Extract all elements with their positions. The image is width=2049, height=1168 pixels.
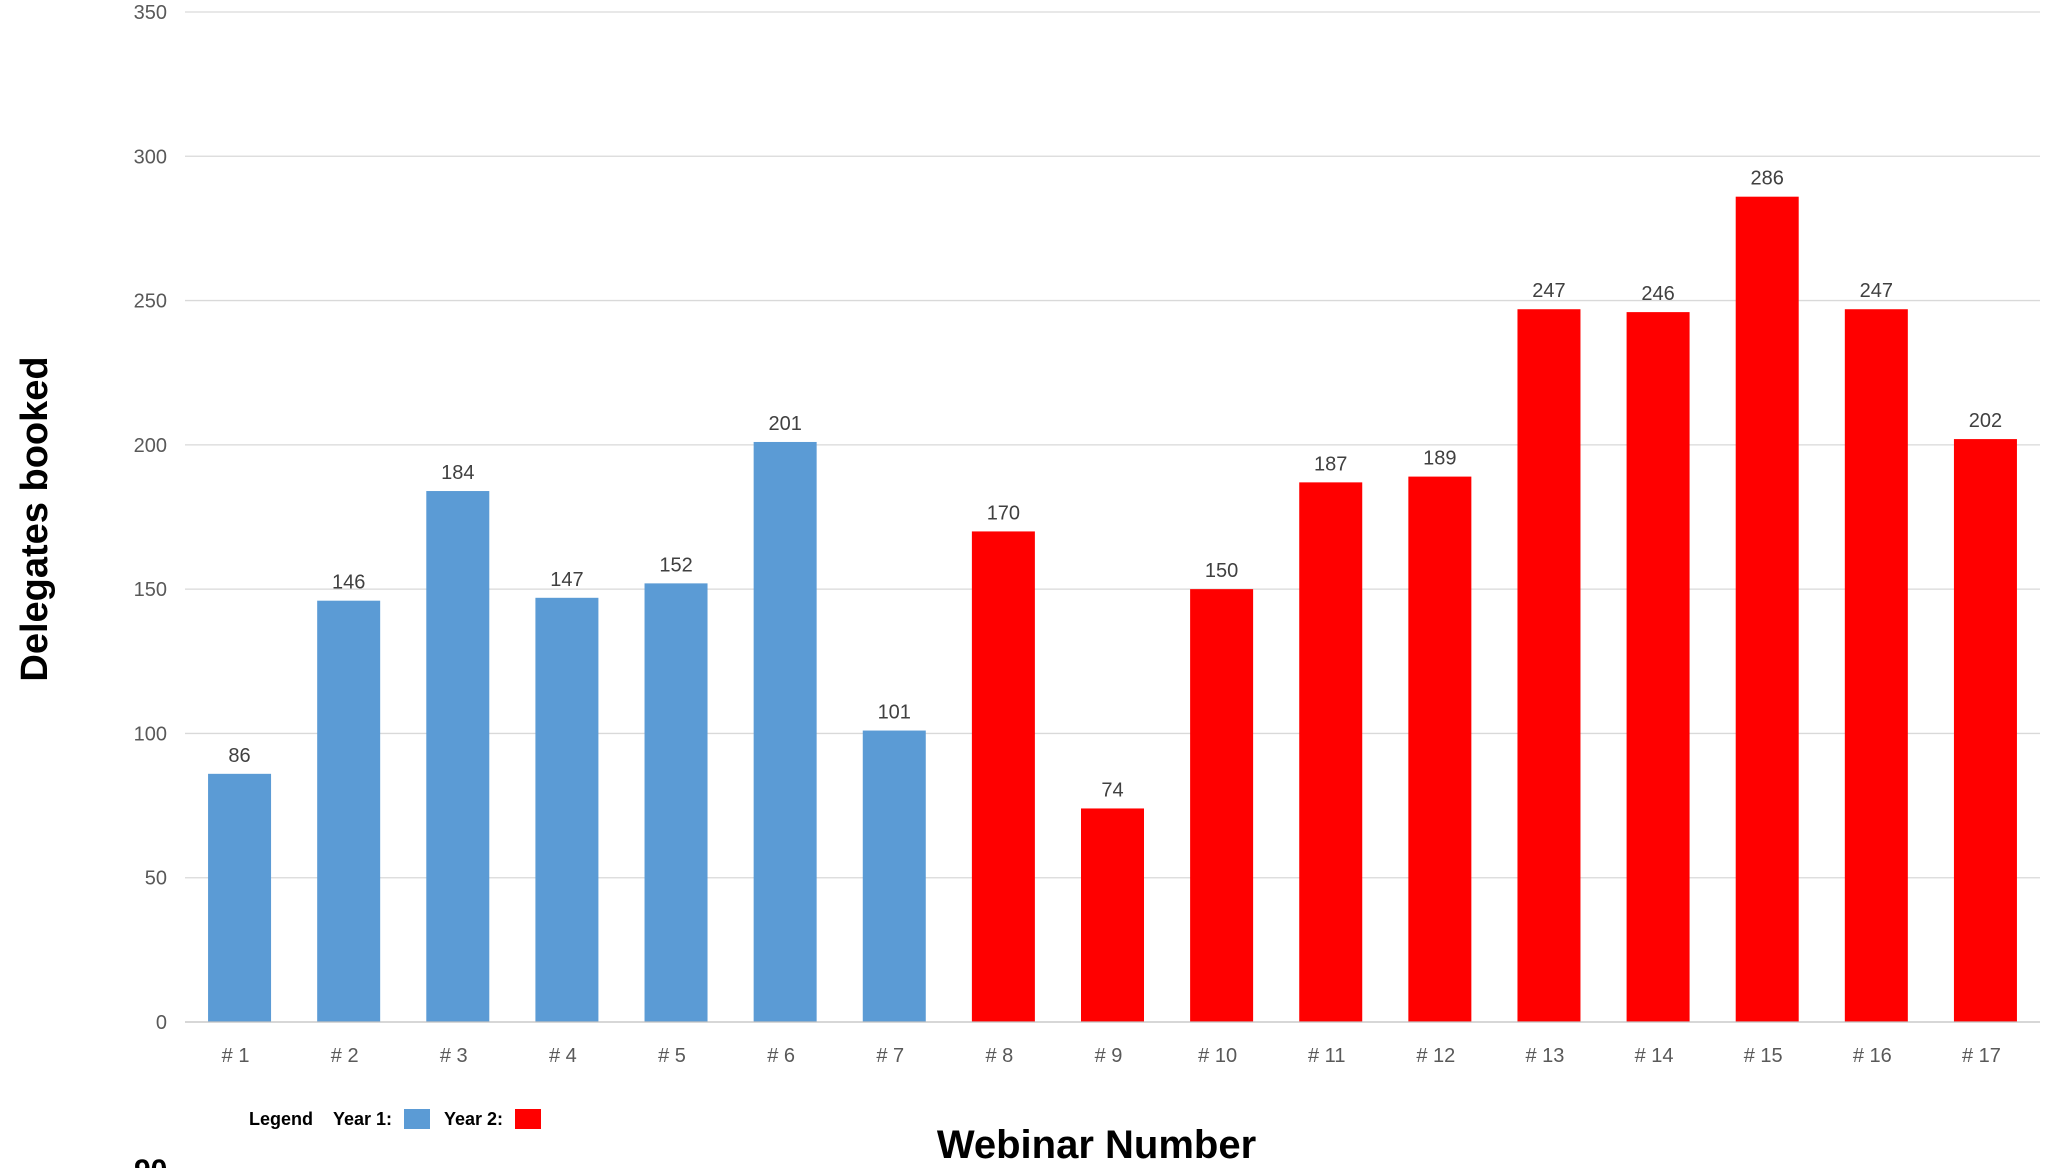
x-tick-label: # 4 [549, 1045, 577, 1067]
data-label: 170 [987, 502, 1020, 524]
x-tick-label: # 13 [1526, 1045, 1565, 1067]
x-tick-label: # 6 [767, 1045, 795, 1067]
data-label: 187 [1314, 453, 1347, 475]
bar [644, 583, 708, 1022]
y-axis-title: Delegates booked [14, 356, 56, 681]
bar [535, 597, 599, 1022]
x-tick-label: # 7 [876, 1045, 904, 1067]
data-label: 150 [1205, 560, 1238, 582]
legend-swatch-year-2 [515, 1109, 541, 1129]
x-tick-label: # 11 [1308, 1045, 1345, 1067]
data-label: 146 [332, 572, 365, 594]
bar [1081, 808, 1144, 1022]
bar [1190, 589, 1254, 1022]
y-tick-label: 150 [134, 579, 167, 601]
x-tick-label: # 17 [1962, 1045, 2001, 1067]
legend-label-year-1: Year 1: [333, 1109, 392, 1129]
bar [426, 491, 490, 1022]
x-tick-label: # 16 [1853, 1045, 1892, 1067]
bar [1299, 482, 1363, 1022]
x-axis-ticks: # 1 # 2 # 3 # 4 # 5 # 6 # 7 # 8 # 9 # 10 # 11 # 12 #… [222, 1045, 2001, 1067]
legend-title: Legend [249, 1109, 313, 1129]
x-tick-label: # 3 [440, 1045, 468, 1067]
bar [1844, 309, 1908, 1022]
y-tick-label: 250 [134, 291, 167, 313]
y-tick-label: 100 [134, 723, 167, 745]
bar [753, 441, 817, 1022]
data-label: 247 [1532, 280, 1565, 302]
x-tick-label: # 15 [1744, 1045, 1783, 1067]
y-tick-label: 350 [134, 2, 167, 24]
x-tick-label: # 14 [1635, 1045, 1674, 1067]
y-tick-label: 300 [134, 146, 167, 168]
data-label: 286 [1751, 168, 1784, 190]
x-tick-label: # 10 [1198, 1045, 1237, 1067]
bar [971, 531, 1035, 1022]
data-label: 86 [228, 745, 250, 767]
data-label: 246 [1641, 283, 1674, 305]
y-tick-label: 0 [156, 1012, 167, 1034]
bar [317, 600, 381, 1022]
legend-swatch-year-1 [404, 1109, 430, 1129]
y-axis-ticks: 0 50 100 150 200 250 300 350 [134, 2, 167, 1034]
data-label: 152 [659, 554, 692, 576]
bars [208, 196, 2017, 1023]
data-label: 101 [878, 702, 911, 724]
bar [862, 730, 926, 1022]
data-label: 74 [1101, 779, 1123, 801]
data-label: 247 [1860, 280, 1893, 302]
legend-label-year-2: Year 2: [444, 1109, 503, 1129]
x-tick-label: # 12 [1416, 1045, 1455, 1067]
data-label: 184 [441, 462, 474, 484]
x-tick-label: # 9 [1095, 1045, 1123, 1067]
data-label: 202 [1969, 410, 2002, 432]
x-tick-label: # 8 [985, 1045, 1013, 1067]
bar [1517, 309, 1581, 1022]
data-labels: 86 146 184 147 152 201 101 170 74 150 187 189 247 246… [228, 168, 2002, 802]
bar [1953, 439, 2017, 1023]
bar [1408, 476, 1472, 1023]
gridlines [185, 11, 2040, 879]
bar [1626, 312, 1690, 1023]
data-label: 189 [1423, 448, 1456, 470]
bar [208, 773, 272, 1022]
bar [1735, 196, 1799, 1022]
legend: Legend Year 1: Year 2: [249, 1109, 541, 1129]
data-label: 147 [550, 569, 583, 591]
data-label: 201 [768, 413, 801, 435]
x-axis-title: Webinar Number [937, 1123, 1256, 1167]
x-tick-label: # 1 [222, 1045, 250, 1067]
x-tick-label: # 5 [658, 1045, 686, 1067]
x-tick-label: # 2 [331, 1045, 359, 1067]
y-tick-label: 50 [145, 868, 167, 890]
partial-cutoff-text: 90 [134, 1154, 167, 1168]
y-tick-label: 200 [134, 435, 167, 457]
